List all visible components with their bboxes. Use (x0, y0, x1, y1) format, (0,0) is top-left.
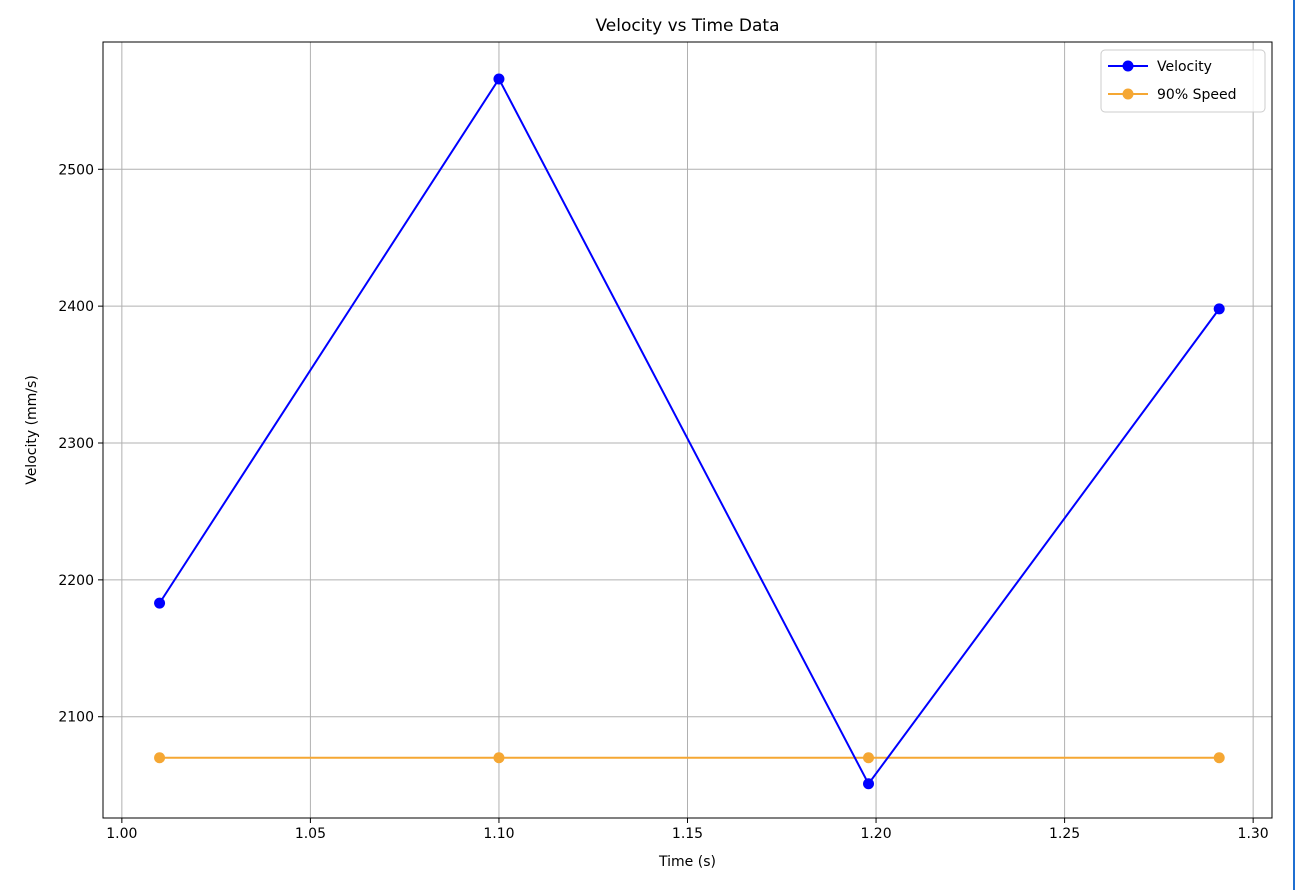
velocity-series-line (158, 76, 1221, 786)
legend: Velocity 90% Speed (1100, 49, 1266, 113)
y-axis: 2100 2200 2300 2400 2500 (58, 162, 103, 726)
velocity-data-point (863, 778, 875, 790)
x-tick-label: 1.30 (1238, 826, 1269, 842)
90-speed-data-point (154, 752, 166, 764)
legend-marker-90-speed (1122, 88, 1134, 100)
legend-label-velocity: Velocity (1157, 59, 1212, 75)
x-tick-label: 1.20 (860, 826, 891, 842)
x-axis: 1.00 1.05 1.10 1.15 1.20 1.25 1.30 (106, 818, 1269, 842)
x-tick-label: 1.15 (672, 826, 703, 842)
y-tick-label: 2500 (58, 162, 94, 178)
legend-marker-velocity (1122, 60, 1134, 72)
y-tick-label: 2100 (58, 710, 94, 726)
x-axis-label: Time (s) (658, 854, 716, 870)
x-tick-label: 1.10 (483, 826, 514, 842)
velocity-data-point (493, 73, 505, 85)
grid-lines (103, 42, 1272, 818)
y-tick-label: 2400 (58, 299, 94, 315)
series-layer (154, 73, 1225, 790)
x-tick-label: 1.05 (295, 826, 326, 842)
legend-label-90-speed: 90% Speed (1157, 87, 1236, 103)
90-speed-data-point (1213, 752, 1225, 764)
chart-title: Velocity vs Time Data (595, 16, 779, 36)
y-tick-label: 2300 (58, 436, 94, 452)
velocity-data-point (1213, 303, 1225, 315)
y-tick-label: 2200 (58, 573, 94, 589)
90-speed-data-point (493, 752, 505, 764)
x-tick-label: 1.25 (1049, 826, 1080, 842)
velocity-data-point (154, 597, 166, 609)
x-tick-label: 1.00 (106, 826, 137, 842)
window-edge-divider (1293, 0, 1295, 890)
y-axis-label: Velocity (mm/s) (24, 375, 40, 485)
90-speed-data-point (863, 752, 875, 764)
